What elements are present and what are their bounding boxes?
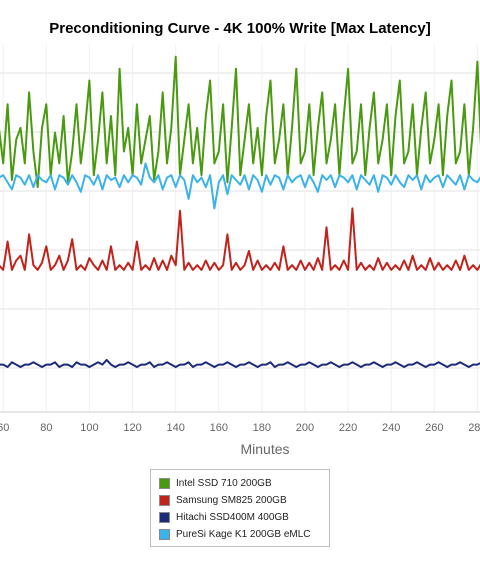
- legend-label-puresi: PureSi Kage K1 200GB eMLC: [176, 528, 311, 540]
- series-line-3: [0, 162, 480, 210]
- series-line-2: [0, 358, 480, 368]
- series-lines: [0, 55, 480, 368]
- x-tick-label: 180: [253, 422, 271, 434]
- legend-swatch-intel: [159, 477, 170, 489]
- x-tick-label: 160: [210, 422, 228, 434]
- x-tick-label: 80: [40, 422, 52, 434]
- chart-title: Preconditioning Curve - 4K 100% Write [M…: [49, 20, 431, 37]
- legend-item-samsung: Samsung SM825 200GB: [159, 492, 287, 508]
- series-line-0: [0, 55, 480, 189]
- x-tick-label: 120: [123, 422, 141, 434]
- x-axis-title: Minutes: [240, 441, 290, 457]
- legend-swatch-puresi: [159, 528, 170, 540]
- legend-item-puresi: PureSi Kage K1 200GB eMLC: [159, 526, 311, 542]
- legend-item-hitachi: Hitachi SSD400M 400GB: [159, 509, 289, 525]
- legend-swatch-hitachi: [159, 511, 170, 523]
- legend: Intel SSD 710 200GB Samsung SM825 200GB …: [150, 469, 330, 547]
- x-tick-label: 140: [166, 422, 184, 434]
- grid-lines: [0, 45, 480, 412]
- legend-item-intel: Intel SSD 710 200GB: [159, 475, 272, 491]
- legend-label-samsung: Samsung SM825 200GB: [176, 494, 287, 506]
- legend-swatch-samsung: [159, 494, 170, 506]
- x-tick-label: 60: [0, 422, 9, 434]
- x-tick-label: 220: [339, 422, 357, 434]
- legend-label-intel: Intel SSD 710 200GB: [176, 477, 272, 489]
- x-tick-label: 100: [80, 422, 98, 434]
- legend-label-hitachi: Hitachi SSD400M 400GB: [176, 511, 289, 523]
- x-tick-labels: 60 80 100 120 140 160 180 200 220 240 260 280: [0, 422, 480, 434]
- series-line-1: [0, 207, 480, 271]
- x-tick-label: 200: [296, 422, 314, 434]
- x-tick-label: 280: [468, 422, 480, 434]
- x-tick-label: 260: [425, 422, 443, 434]
- x-tick-label: 240: [382, 422, 400, 434]
